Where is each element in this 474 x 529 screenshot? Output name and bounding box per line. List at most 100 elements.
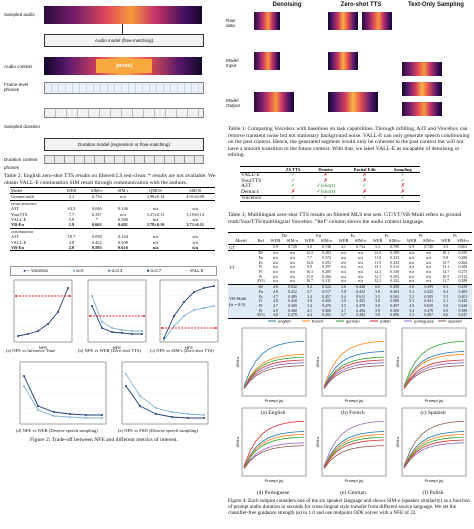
table3-cell: n/a [290,265,295,270]
table1-model-name: VALL-E [241,172,260,179]
table2-cell: 4.01±0.09 [186,194,205,200]
table3-cell: n/a [341,255,346,260]
table1-cell: ✓ [290,177,296,184]
fig2b-alpha07-line [91,305,142,335]
fig4-caption-d: (d) Portuguese [256,490,290,496]
sample-output-denoise [254,92,294,112]
fig4-curve-french [403,353,465,388]
table2-row: A3T 63.3 0.046 0.146 n/a n/a [10,206,215,211]
table3-cell: 10.5 [442,274,450,279]
data-point [85,417,87,419]
data-point [203,414,205,416]
table3-cell: 3.4 [307,303,312,308]
table3-cell: 4.1 [341,245,346,250]
fig4-curve-french [323,433,385,468]
figure4-panel-c [401,327,467,397]
table3-cell: 0.297 [322,265,331,270]
table3-cell: 0.426 [458,303,468,308]
fig4-curve-english [243,340,305,387]
data-point [15,295,17,297]
table2-col-simo: SIM-o [91,188,103,193]
table3-cell: 0.479 [356,303,365,308]
data-point [53,411,55,413]
table3-cell: 0.303 [390,274,400,279]
table3-col-simo: SIM-o [422,238,435,244]
fig4-xlabel: Prompt (s) [265,478,284,483]
samples-row-output: Model Output [226,98,240,109]
table3-cell: 5.5 [443,245,449,250]
fig4-xlabel: Prompt (s) [425,398,444,403]
table3-cell: 0.479 [288,313,297,318]
fig4-curve-german [323,436,385,468]
fig4-ylabel: SIM-o [395,356,400,367]
table3-cell: n/a [273,279,278,284]
table2-model-name: YourTTS [11,211,28,217]
table3-cell: 0.494 [356,308,365,313]
fig4-ylabel: SIM-o [395,436,400,447]
table3-cell: 4.7 [273,303,278,308]
fig4-curve-english [323,431,385,468]
table3-cell: 14.7 [442,270,450,275]
table3-cell: 0.632 [288,285,297,290]
data-point [213,305,215,307]
data-point [193,291,195,293]
table3-cell: 12.2 [374,279,382,284]
table1-cell: ✗ [362,177,367,184]
table2-col-wer: WER [66,188,77,193]
data-point [143,315,145,317]
table3-col-ref: Ref [257,238,264,244]
table2-cell: n/a [192,234,198,240]
table1-cell: ✗ [400,188,406,195]
table3-cell: n/a [426,265,432,270]
fig2-xlabel: NFE [113,345,121,350]
data-point [69,295,71,297]
table2-cell: 0.146 [118,206,128,212]
sampled-audio-spectrogram [44,6,202,24]
table3-cell: n/a [273,255,278,260]
mask-block: [MASK] [96,59,152,73]
table2-cell: 0.681 [118,222,128,228]
table3-cell: 0.309 [390,251,400,256]
fig4-curve-portuguese [243,442,305,469]
table3-cell: 5.3 [409,299,415,304]
table2-col-model: Model [11,188,23,193]
table3-cell: 0.323 [390,255,400,260]
table3-cell: n/a [358,255,363,260]
table2-cell: 3.19±0.14 [186,211,205,217]
table3-cell: 0.469 [288,303,297,308]
table3-cell: 7.7 [307,255,312,260]
fig4-curve-polish [403,359,465,389]
data-point [121,329,123,331]
table2-cell: 3.78±0.10 [146,222,165,228]
table1-caption: Table 1: Comparing Voicebox with baselin… [228,126,470,159]
fig4-curve-spanish [243,445,305,469]
table3-cell: 6.0 [375,285,381,290]
table2-cell: 0.593 [91,245,102,251]
data-point [57,311,59,313]
table3-cell: 0.661 [458,245,468,250]
table3-cell: 0.343 [390,260,400,265]
table3-cell: 5.8 [375,289,381,294]
fig4-curve-spanish [243,365,305,389]
table2-cell: n/a [120,194,126,200]
table3-ref-lang: En [258,289,263,294]
table1-row: Voicebox ✓ ✓ ✓ ✓ [240,195,420,202]
table3-cell: n/a [341,274,346,279]
table3-cell: 9.9 [307,265,312,270]
table1-cell: ✓ [362,183,367,190]
figure2-caption: Figure 2: Trade-off between NFE and diff… [30,437,178,443]
data-point [85,414,87,416]
legend-alpha03: ■ α=0.3 [107,268,123,273]
fig4-curve-english [403,431,465,468]
table2-cell: 0.754 [91,194,102,200]
table3-cell: n/a [341,251,346,256]
table3-cell: 4.8 [273,299,278,304]
fig4-ylabel: SIM-o [235,436,240,447]
data-point [111,327,113,329]
table3-cell: 0.420 [458,299,468,304]
data-point [155,413,157,415]
table3-cell: 13.1 [442,265,450,270]
table3-cell: 4.8 [273,285,278,290]
table3-cell: 0.312 [458,274,468,279]
table2-cell: n/a [192,239,198,245]
